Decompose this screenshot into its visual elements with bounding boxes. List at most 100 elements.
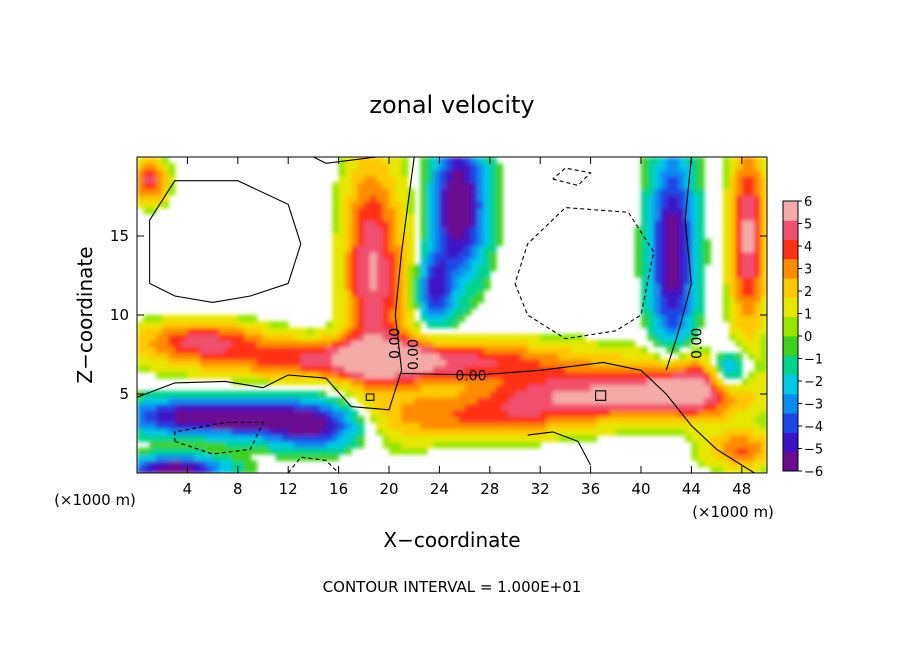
heatmap-cell (237, 435, 245, 442)
heatmap-cell (508, 340, 516, 348)
heatmap-cell (748, 321, 755, 329)
heatmap-cell (389, 220, 396, 228)
heatmap-cell (722, 397, 730, 405)
heatmap-cell (609, 352, 617, 360)
heatmap-cell (477, 409, 485, 417)
heatmap-cell (338, 232, 346, 240)
heatmap-cell (162, 163, 170, 171)
heatmap-cell (395, 169, 403, 177)
heatmap-cell (697, 296, 705, 303)
heatmap-cell (433, 188, 440, 196)
heatmap-cell (382, 340, 390, 348)
heatmap-cell (533, 340, 541, 348)
heatmap-cell (458, 245, 466, 253)
heatmap-cell (206, 397, 214, 405)
heatmap-cell (685, 315, 692, 322)
heatmap-cell (269, 378, 277, 386)
heatmap-cell (659, 188, 667, 196)
heatmap-cell (389, 239, 396, 247)
heatmap-cell (357, 315, 365, 322)
heatmap-cell (685, 270, 692, 278)
heatmap-cell (389, 283, 396, 291)
heatmap-cell (414, 384, 422, 392)
heatmap-cell (653, 213, 661, 221)
heatmap-cell (363, 346, 371, 354)
heatmap-cell (546, 416, 554, 424)
heatmap-cell (729, 435, 737, 442)
heatmap-cell (647, 289, 655, 297)
heatmap-cell (174, 371, 182, 379)
heatmap-cell (426, 378, 434, 386)
heatmap-cell (237, 409, 245, 417)
heatmap-cell (414, 283, 422, 291)
heatmap-cell (489, 378, 497, 386)
heatmap-cell (628, 346, 636, 354)
heatmap-cell (678, 296, 686, 303)
heatmap-cell (407, 270, 415, 278)
heatmap-cell (155, 340, 163, 348)
heatmap-cell (155, 466, 163, 473)
heatmap-cell (269, 365, 277, 373)
y-tick-label: 5 (119, 385, 129, 403)
heatmap-cell (722, 251, 730, 259)
heatmap-cell (552, 384, 560, 392)
heatmap-cell (452, 226, 459, 234)
heatmap-cell (489, 232, 497, 240)
heatmap-cell (187, 403, 195, 411)
heatmap-cell (269, 409, 277, 417)
heatmap-cell (470, 296, 478, 303)
heatmap-cell (559, 340, 566, 348)
heatmap-cell (344, 409, 352, 417)
heatmap-cell (155, 163, 163, 171)
heatmap-cell (414, 302, 422, 310)
heatmap-cell (641, 308, 648, 316)
heatmap-cell (641, 409, 648, 417)
heatmap-cell (716, 454, 724, 461)
heatmap-cell (307, 359, 314, 367)
heatmap-cell (552, 346, 560, 354)
heatmap-cell (370, 169, 377, 177)
heatmap-cell (584, 428, 592, 436)
heatmap-cell (741, 454, 749, 461)
heatmap-cell (748, 333, 755, 341)
heatmap-cell (672, 182, 680, 190)
heatmap-cell (483, 340, 491, 348)
colorbar-swatch (783, 374, 798, 395)
heatmap-cell (470, 352, 478, 360)
x-tick-label: 20 (379, 480, 398, 498)
heatmap-cell (407, 245, 415, 253)
heatmap-cell (647, 175, 655, 183)
heatmap-cell (552, 365, 560, 373)
heatmap-cell (672, 289, 680, 297)
heatmap-cell (653, 296, 661, 303)
heatmap-cell (326, 447, 333, 455)
heatmap-cell (143, 175, 151, 183)
heatmap-cell (464, 194, 472, 202)
colorbar-swatch (783, 201, 798, 221)
heatmap-cell (407, 340, 415, 348)
heatmap-cell (571, 359, 579, 367)
heatmap-cell (439, 409, 447, 417)
heatmap-cell (275, 327, 283, 335)
heatmap-cell (515, 340, 522, 348)
heatmap-cell (716, 359, 724, 367)
heatmap-cell (244, 365, 251, 373)
heatmap-cell (722, 264, 730, 272)
heatmap-cell (540, 333, 548, 341)
heatmap-cell (540, 390, 548, 398)
heatmap-cell (641, 390, 648, 398)
heatmap-cell (420, 213, 428, 221)
heatmap-cell (275, 435, 283, 442)
heatmap-cell (426, 207, 434, 215)
heatmap-cell (470, 340, 478, 348)
heatmap-cell (464, 378, 472, 386)
heatmap-cell (370, 163, 377, 171)
heatmap-cell (376, 175, 384, 183)
heatmap-cell (533, 352, 541, 360)
heatmap-cell (685, 390, 692, 398)
heatmap-cell (363, 327, 371, 335)
heatmap-cell (741, 213, 749, 221)
heatmap-cell (155, 346, 163, 354)
heatmap-cell (338, 346, 346, 354)
heatmap-cell (407, 283, 415, 291)
